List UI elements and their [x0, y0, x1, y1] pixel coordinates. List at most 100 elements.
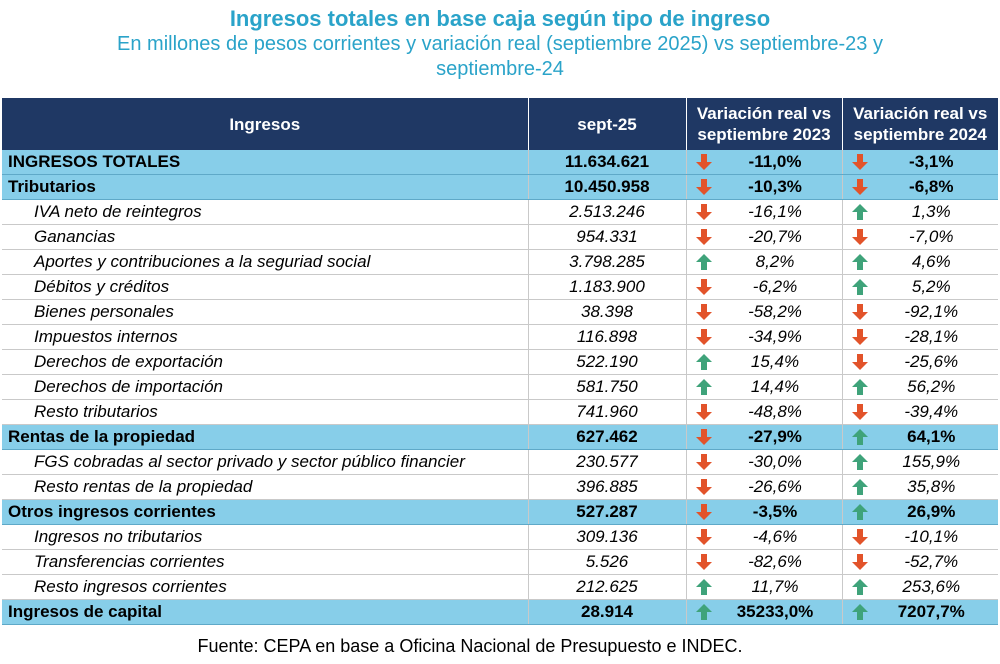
- row-label: Aportes y contribuciones a la seguriad s…: [2, 249, 528, 275]
- row-value: 309.136: [527, 524, 686, 550]
- variation-text: 14,4%: [750, 377, 800, 396]
- table-row: FGS cobradas al sector privado y sector …: [2, 449, 998, 475]
- variation-text: -6,2%: [752, 277, 798, 296]
- row-value: 522.190: [527, 349, 686, 375]
- variation-text: -6,8%: [909, 177, 954, 196]
- arrow-down-icon: [851, 528, 869, 546]
- table-row: Ganancias 954.331 -20,7% -7,0%: [2, 224, 998, 250]
- row-label: Impuestos internos: [2, 324, 528, 350]
- row-label: IVA neto de reintegros: [2, 199, 528, 225]
- arrow-down-icon: [695, 328, 713, 346]
- row-value: 28.914: [527, 599, 686, 625]
- variation-text: 56,2%: [907, 377, 956, 396]
- arrow-down-icon: [695, 178, 713, 196]
- row-label: Derechos de exportación: [2, 349, 528, 375]
- variation-text: -52,7%: [904, 552, 959, 571]
- source-footer: Fuente: CEPA en base a Oficina Nacional …: [197, 636, 743, 656]
- row-var-2023: 14,4%: [685, 374, 842, 400]
- arrow-up-icon: [851, 378, 869, 396]
- variation-text: -20,7%: [748, 227, 802, 246]
- variation-text: -30,0%: [748, 452, 802, 471]
- row-value: 741.960: [527, 399, 686, 425]
- arrow-down-icon: [695, 153, 713, 171]
- table-header-row: Ingresos sept-25 Variación real vs septie…: [2, 98, 998, 150]
- row-var-2024: -6,8%: [841, 174, 998, 200]
- table-row: Resto tributarios 741.960 -48,8% -39,4%: [2, 399, 998, 425]
- row-value: 212.625: [527, 574, 686, 600]
- table-row: Tributarios 10.450.958 -10,3% -6,8%: [2, 174, 998, 200]
- row-value: 116.898: [527, 324, 686, 350]
- row-label: Transferencias corrientes: [2, 549, 528, 575]
- table-row: Bienes personales 38.398 -58,2% -92,1%: [2, 299, 998, 325]
- variation-text: -10,1%: [904, 527, 959, 546]
- row-var-2023: -58,2%: [685, 299, 842, 325]
- variation-text: -82,6%: [748, 552, 802, 571]
- table-row: Ingresos no tributarios 309.136 -4,6% -10,1…: [2, 524, 998, 550]
- row-label: Derechos de importación: [2, 374, 528, 400]
- arrow-up-icon: [851, 503, 869, 521]
- arrow-down-icon: [851, 353, 869, 371]
- variation-text: 35233,0%: [736, 602, 814, 621]
- arrow-down-icon: [695, 478, 713, 496]
- row-label: FGS cobradas al sector privado y sector …: [2, 449, 528, 475]
- arrow-up-icon: [851, 428, 869, 446]
- row-label: Ganancias: [2, 224, 528, 250]
- arrow-down-icon: [695, 453, 713, 471]
- row-value: 396.885: [527, 474, 686, 500]
- table-row: Derechos de importación 581.750 14,4% 56,2%: [2, 374, 998, 400]
- table-row: Impuestos internos 116.898 -34,9% -28,1%: [2, 324, 998, 350]
- variation-text: -7,0%: [909, 227, 954, 246]
- variation-text: -4,6%: [752, 527, 798, 546]
- row-var-2023: -16,1%: [685, 199, 842, 225]
- row-var-2023: -10,3%: [685, 174, 842, 200]
- row-var-2024: 253,6%: [841, 574, 998, 600]
- row-var-2024: -52,7%: [841, 549, 998, 575]
- arrow-up-icon: [851, 603, 869, 621]
- variation-text: -27,9%: [748, 427, 802, 446]
- row-var-2024: -10,1%: [841, 524, 998, 550]
- arrow-down-icon: [851, 403, 869, 421]
- row-var-2024: 1,3%: [841, 199, 998, 225]
- row-var-2023: 35233,0%: [685, 599, 842, 625]
- row-label: INGRESOS TOTALES: [2, 150, 528, 175]
- row-var-2024: 35,8%: [841, 474, 998, 500]
- variation-text: -92,1%: [904, 302, 959, 321]
- row-var-2024: 64,1%: [841, 424, 998, 450]
- row-var-2023: -82,6%: [685, 549, 842, 575]
- row-value: 527.287: [527, 499, 686, 525]
- variation-text: 4,6%: [911, 252, 951, 271]
- table-row: IVA neto de reintegros 2.513.246 -16,1% 1,3…: [2, 199, 998, 225]
- row-var-2023: -27,9%: [685, 424, 842, 450]
- row-var-2024: 4,6%: [841, 249, 998, 275]
- arrow-down-icon: [695, 403, 713, 421]
- row-var-2024: 26,9%: [841, 499, 998, 525]
- variation-text: 1,3%: [911, 202, 951, 221]
- variation-text: 8,2%: [755, 252, 795, 271]
- row-label: Resto rentas de la propiedad: [2, 474, 528, 500]
- row-label: Otros ingresos corrientes: [2, 499, 528, 525]
- row-value: 5.526: [527, 549, 686, 575]
- row-value: 11.634.621: [527, 150, 686, 175]
- row-value: 230.577: [527, 449, 686, 475]
- row-label: Tributarios: [2, 174, 528, 200]
- row-var-2023: -34,9%: [685, 324, 842, 350]
- variation-text: -25,6%: [904, 352, 959, 371]
- arrow-down-icon: [695, 528, 713, 546]
- row-var-2024: -39,4%: [841, 399, 998, 425]
- row-var-2024: -7,0%: [841, 224, 998, 250]
- row-var-2023: 11,7%: [685, 574, 842, 600]
- arrow-down-icon: [695, 428, 713, 446]
- variation-text: -3,1%: [909, 152, 954, 171]
- arrow-up-icon: [851, 453, 869, 471]
- row-value: 3.798.285: [527, 249, 686, 275]
- row-label: Débitos y créditos: [2, 274, 528, 300]
- title-block: Ingresos totales en base caja según tipo…: [0, 0, 1000, 88]
- table-row: Aportes y contribuciones a la seguriad s…: [2, 249, 998, 275]
- arrow-down-icon: [851, 553, 869, 571]
- arrow-up-icon: [851, 253, 869, 271]
- table-body: INGRESOS TOTALES 11.634.621 -11,0% -3,1% Tri…: [2, 150, 998, 625]
- arrow-up-icon: [851, 578, 869, 596]
- row-var-2023: -3,5%: [685, 499, 842, 525]
- arrow-up-icon: [851, 278, 869, 296]
- table-row: Rentas de la propiedad 627.462 -27,9% 64,1%: [2, 424, 998, 450]
